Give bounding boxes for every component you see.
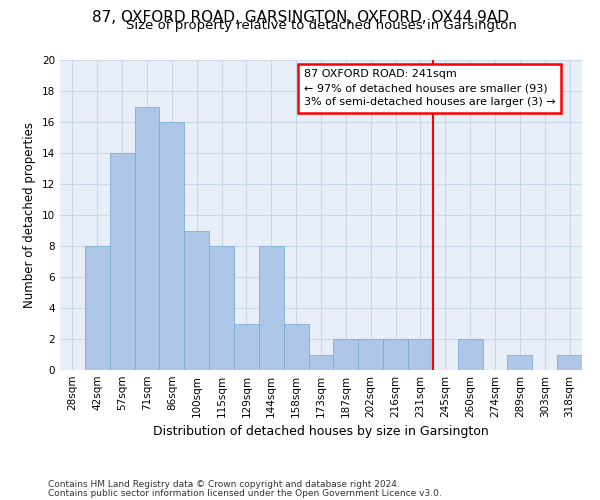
Bar (110, 153, 134, 370)
Text: Contains HM Land Registry data © Crown copyright and database right 2024.: Contains HM Land Registry data © Crown c… (48, 480, 400, 489)
Bar (209, 246, 234, 370)
Text: 87 OXFORD ROAD: 241sqm
← 97% of detached houses are smaller (93)
3% of semi-deta: 87 OXFORD ROAD: 241sqm ← 97% of detached… (304, 70, 555, 108)
Title: Size of property relative to detached houses in Garsington: Size of property relative to detached ho… (125, 20, 517, 32)
Bar (284, 324, 308, 370)
Bar (160, 122, 184, 370)
X-axis label: Distribution of detached houses by size in Garsington: Distribution of detached houses by size … (153, 426, 489, 438)
Bar (557, 354, 582, 370)
Text: 87, OXFORD ROAD, GARSINGTON, OXFORD, OX44 9AD: 87, OXFORD ROAD, GARSINGTON, OXFORD, OX4… (91, 10, 509, 25)
Bar (383, 339, 408, 370)
Bar (308, 354, 334, 370)
Bar (85, 246, 110, 370)
Bar (184, 230, 209, 370)
Bar (508, 354, 532, 370)
Bar (408, 339, 433, 370)
Bar (259, 246, 284, 370)
Text: Contains public sector information licensed under the Open Government Licence v3: Contains public sector information licen… (48, 489, 442, 498)
Bar (334, 339, 358, 370)
Bar (358, 339, 383, 370)
Bar (458, 339, 482, 370)
Y-axis label: Number of detached properties: Number of detached properties (23, 122, 37, 308)
Bar (234, 324, 259, 370)
Bar (134, 106, 160, 370)
